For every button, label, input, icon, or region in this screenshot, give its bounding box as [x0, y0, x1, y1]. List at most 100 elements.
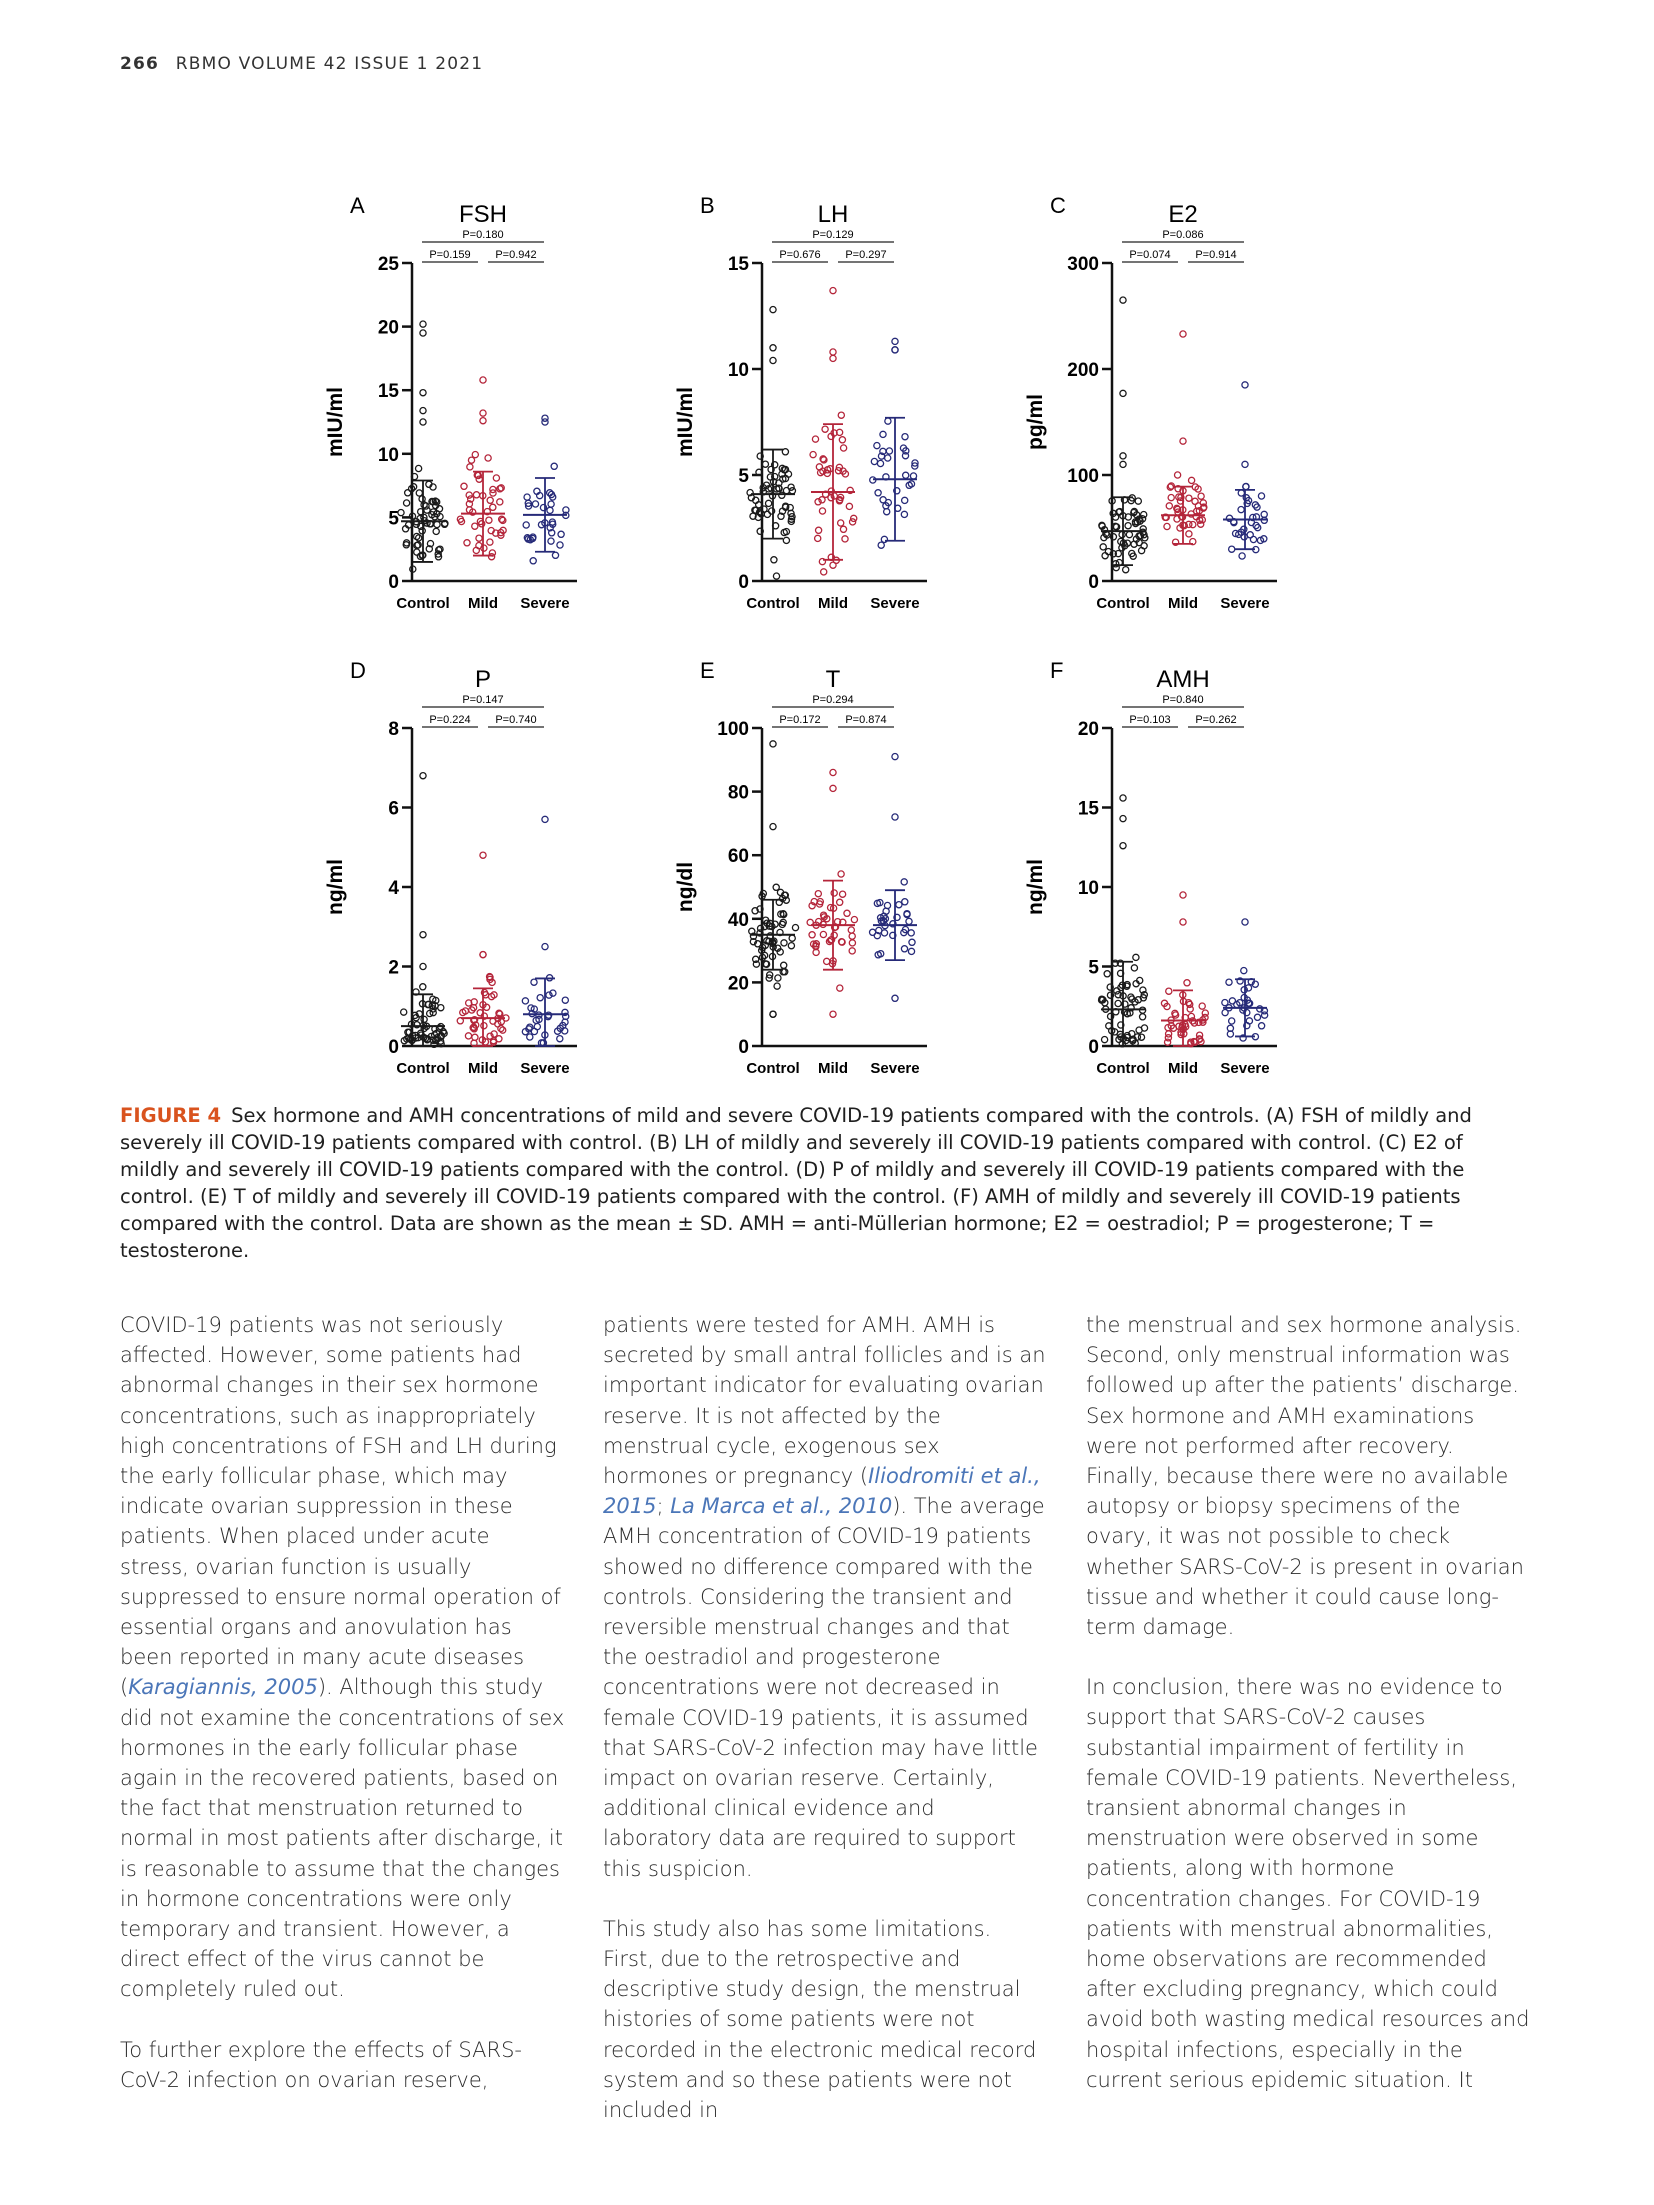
- data-point: [1111, 513, 1120, 521]
- data-point: [874, 951, 882, 959]
- citation-link[interactable]: Iliodromiti et al., 2015: [603, 1464, 1041, 1519]
- data-point: [1186, 1005, 1194, 1013]
- figure-4: A FSH P=0.180 P=0.159 P=0.942 0 5 10 15 20 25 mIU/m…: [320, 180, 1340, 1090]
- panel-letter: A: [350, 193, 365, 218]
- data-point: [1139, 528, 1147, 537]
- x-tick-label: Severe: [1220, 1060, 1269, 1077]
- data-point: [759, 889, 768, 898]
- data-point: [777, 512, 785, 521]
- data-point: [848, 932, 856, 940]
- data-point: [557, 530, 565, 539]
- data-point: [829, 784, 837, 793]
- data-point: [468, 1006, 476, 1014]
- data-point: [900, 496, 909, 505]
- data-point: [829, 354, 837, 363]
- data-point: [751, 955, 760, 964]
- data-point: [836, 519, 845, 527]
- data-point: [819, 568, 828, 576]
- data-point: [475, 534, 483, 542]
- data-point: [1130, 964, 1139, 972]
- data-point: [839, 525, 848, 534]
- data-point: [1241, 381, 1249, 389]
- data-point: [834, 466, 843, 475]
- data-point: [1252, 521, 1260, 530]
- data-point: [848, 518, 857, 526]
- data-point: [467, 456, 476, 464]
- data-point: [774, 974, 782, 982]
- data-point: [1123, 1009, 1132, 1018]
- data-point: [884, 417, 892, 425]
- y-tick-label: 20: [1078, 719, 1099, 740]
- panel-letter: E: [700, 658, 715, 683]
- data-point: [1198, 1002, 1206, 1010]
- citation-link[interactable]: La Marca et al., 2010: [670, 1494, 893, 1519]
- data-point: [1137, 546, 1146, 555]
- data-point: [891, 337, 899, 346]
- data-point: [746, 488, 754, 497]
- data-point: [879, 496, 887, 504]
- data-point: [889, 920, 897, 928]
- data-point: [1198, 516, 1207, 524]
- data-point: [483, 507, 492, 516]
- data-point: [749, 937, 758, 946]
- data-point: [1260, 510, 1268, 519]
- data-point: [1139, 986, 1147, 994]
- data-point: [813, 534, 822, 543]
- data-point: [561, 996, 570, 1004]
- journal-info: RBMO VOLUME 42 ISSUE 1 2021: [175, 54, 484, 74]
- p-value-label: P=0.147: [462, 694, 503, 706]
- y-tick-label: 15: [1078, 799, 1100, 820]
- data-point: [495, 1009, 503, 1018]
- x-tick-label: Control: [1096, 1060, 1149, 1077]
- y-tick-label: 60: [728, 846, 749, 867]
- data-point: [489, 485, 497, 494]
- panel-title: AMH: [1156, 666, 1209, 693]
- data-point: [780, 968, 789, 976]
- data-point: [823, 914, 831, 923]
- p-value-label: P=0.103: [1129, 714, 1170, 726]
- data-point: [891, 346, 899, 354]
- data-point: [426, 539, 435, 548]
- data-point: [835, 428, 844, 437]
- data-point: [788, 934, 796, 942]
- data-point: [772, 572, 781, 580]
- data-point: [1241, 918, 1249, 926]
- body-column-1: COVID-19 patients was not seriously affe…: [120, 1310, 565, 2125]
- data-point: [754, 513, 763, 522]
- data-point: [761, 960, 770, 968]
- data-point: [432, 527, 440, 536]
- data-point: [414, 464, 423, 473]
- data-point: [486, 973, 494, 982]
- data-point: [769, 344, 777, 352]
- data-point: [818, 496, 826, 504]
- paragraph: COVID-19 patients was not seriously affe…: [120, 1310, 565, 2005]
- data-point: [874, 489, 882, 497]
- data-point: [433, 520, 441, 529]
- data-point: [1225, 514, 1234, 523]
- data-point: [529, 557, 537, 565]
- paragraph: To further explore the effects of SARS-C…: [120, 2037, 522, 2092]
- data-point: [891, 994, 899, 1003]
- data-point: [815, 463, 824, 471]
- data-point: [497, 1024, 505, 1033]
- citation-link[interactable]: Karagiannis, 2005: [128, 1675, 318, 1700]
- y-tick-label: 8: [388, 719, 399, 740]
- data-point: [823, 469, 832, 478]
- x-tick-label: Mild: [468, 595, 498, 612]
- data-point: [769, 740, 777, 748]
- data-point: [770, 461, 779, 469]
- y-tick-label: 100: [717, 719, 749, 740]
- data-point: [895, 900, 903, 909]
- data-point: [1171, 538, 1180, 546]
- data-point: [535, 491, 544, 500]
- page-number: 266: [120, 54, 160, 74]
- data-point: [545, 489, 554, 497]
- data-point: [761, 460, 770, 468]
- data-point: [877, 541, 885, 549]
- data-point: [843, 909, 851, 918]
- y-axis-label: ng/ml: [1024, 859, 1047, 915]
- data-point: [561, 1018, 569, 1026]
- data-point: [499, 516, 507, 525]
- y-tick-label: 5: [388, 508, 399, 529]
